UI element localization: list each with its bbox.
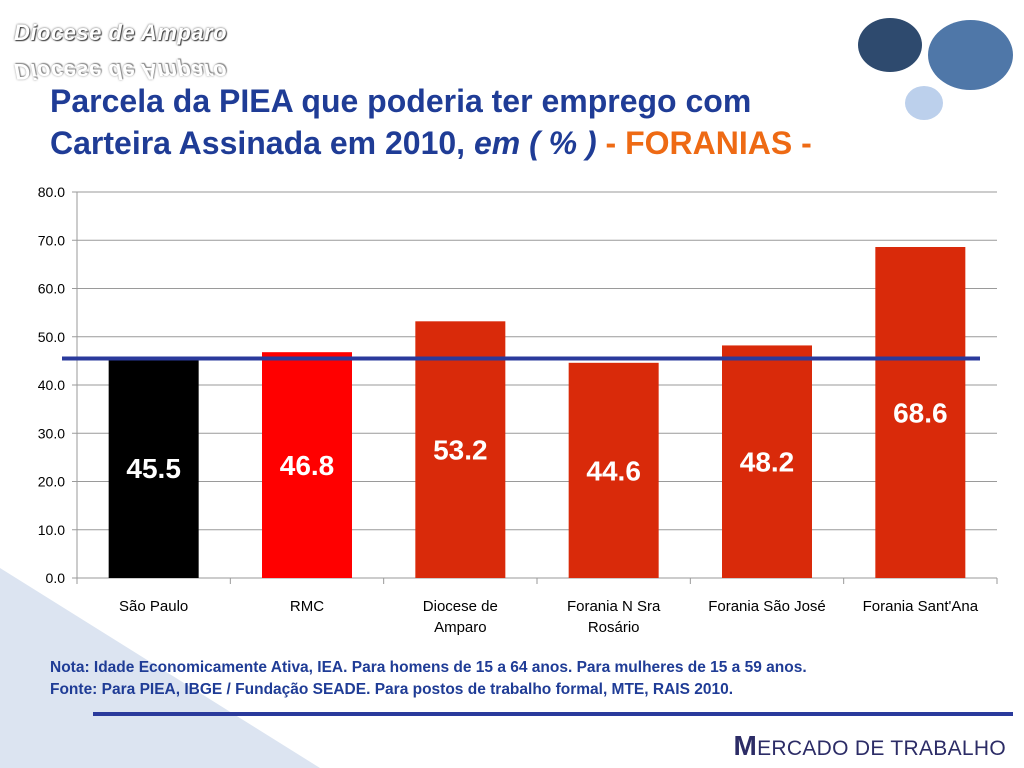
brand-logo: Diocese de Amparo — [14, 20, 228, 45]
x-tick-label: Amparo — [434, 619, 487, 636]
bar — [415, 321, 506, 578]
page-title: Parcela da PIEA que poderia ter emprego … — [50, 80, 1010, 164]
bar — [108, 358, 199, 578]
notes: Nota: Idade Economicamente Ativa, IEA. P… — [50, 657, 1020, 701]
y-tick-label: 20.0 — [38, 474, 65, 490]
data-label: 68.6 — [893, 398, 948, 429]
bar — [875, 247, 966, 578]
y-tick-label: 70.0 — [38, 232, 65, 248]
data-label: 46.8 — [280, 450, 335, 481]
y-tick-label: 0.0 — [46, 570, 66, 586]
title-accent: - FORANIAS - — [596, 125, 812, 161]
source-text: Fonte: Para PIEA, IBGE / Fundação SEADE.… — [50, 681, 734, 698]
x-tick-label: Rosário — [588, 619, 640, 636]
x-tick-label: RMC — [290, 598, 324, 615]
y-tick-label: 10.0 — [38, 522, 65, 538]
title-line-1: Parcela da PIEA que poderia ter emprego … — [50, 83, 752, 119]
y-tick-label: 80.0 — [38, 184, 65, 200]
data-label: 53.2 — [433, 435, 488, 466]
note-text: Nota: Idade Economicamente Ativa, IEA. P… — [50, 659, 807, 676]
x-tick-label: Forania Sant'Ana — [863, 598, 979, 615]
footer-rest: ERCADO DE TRABALHO — [757, 737, 1006, 760]
data-label: 45.5 — [126, 453, 181, 484]
data-label: 44.6 — [586, 455, 641, 486]
data-label: 48.2 — [740, 447, 795, 478]
bar — [722, 345, 812, 578]
decor-circle-mid — [928, 20, 1013, 90]
corner-decoration — [0, 568, 320, 768]
x-tick-label: Forania São José — [708, 598, 826, 615]
title-line-2-main: Carteira Assinada em 2010, — [50, 125, 474, 161]
y-tick-label: 60.0 — [38, 281, 65, 297]
bar-chart: 0.0 10.0 20.0 30.0 40.0 50.0 60.0 70.0 80.0 São P… — [38, 184, 998, 636]
x-tick-label: Diocese de — [423, 598, 498, 615]
y-tick-label: 30.0 — [38, 425, 65, 441]
decor-circle-dark — [858, 18, 922, 72]
x-tick-label: São Paulo — [119, 598, 188, 615]
title-unit: em ( % ) — [473, 125, 597, 161]
footer-rule — [93, 712, 1013, 716]
bar — [262, 352, 352, 578]
footer-initial: M — [733, 730, 758, 761]
x-tick-label: Forania N Sra — [567, 598, 661, 615]
decor-circle-light — [905, 86, 943, 120]
bar — [568, 362, 659, 578]
y-tick-label: 50.0 — [38, 329, 65, 345]
y-tick-label: 40.0 — [38, 377, 65, 393]
title-line-2: Carteira Assinada em 2010, em ( % ) - FO… — [50, 122, 1010, 164]
footer-label: MERCADO DE TRABALHO — [733, 730, 1006, 762]
